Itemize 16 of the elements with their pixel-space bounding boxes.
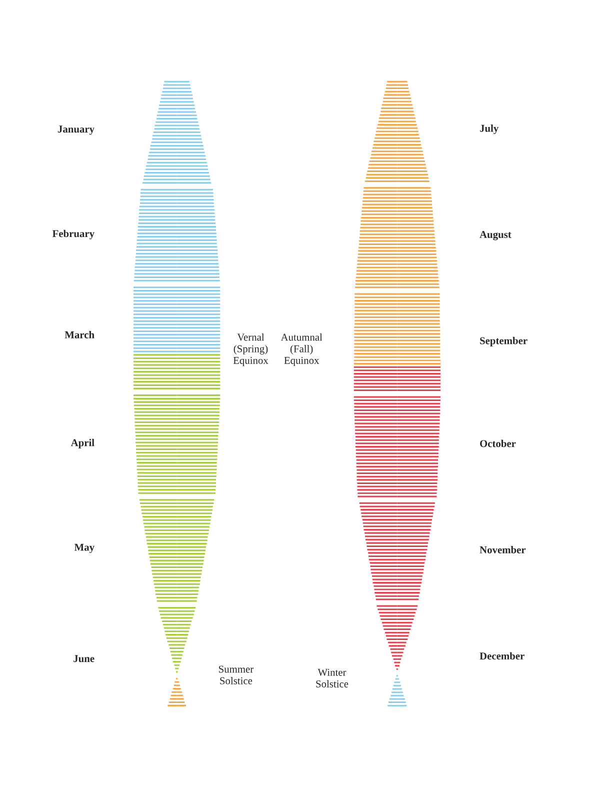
y-tick-label: July [480, 124, 499, 134]
annotation: Summer Solstice [219, 666, 254, 684]
y-tick-label: June [74, 655, 94, 662]
y-tick-label: February [52, 230, 94, 240]
text: Winter Solstice [316, 668, 348, 688]
y-tick-label: March [64, 330, 94, 338]
y-tick-label: December [480, 652, 524, 660]
y-tick-label: April [70, 438, 94, 448]
text: Vernal (Spring) Equinox [233, 333, 268, 366]
y-tick-label: May [74, 544, 94, 553]
y-tick-label: January [58, 126, 94, 135]
text: Autumnal (Fall) Equinox [280, 333, 322, 366]
y-tick-label: November [480, 546, 526, 554]
y-tick-label: August [480, 231, 512, 240]
y-tick-label: October [480, 440, 516, 448]
y-tick-label: September [480, 336, 528, 346]
